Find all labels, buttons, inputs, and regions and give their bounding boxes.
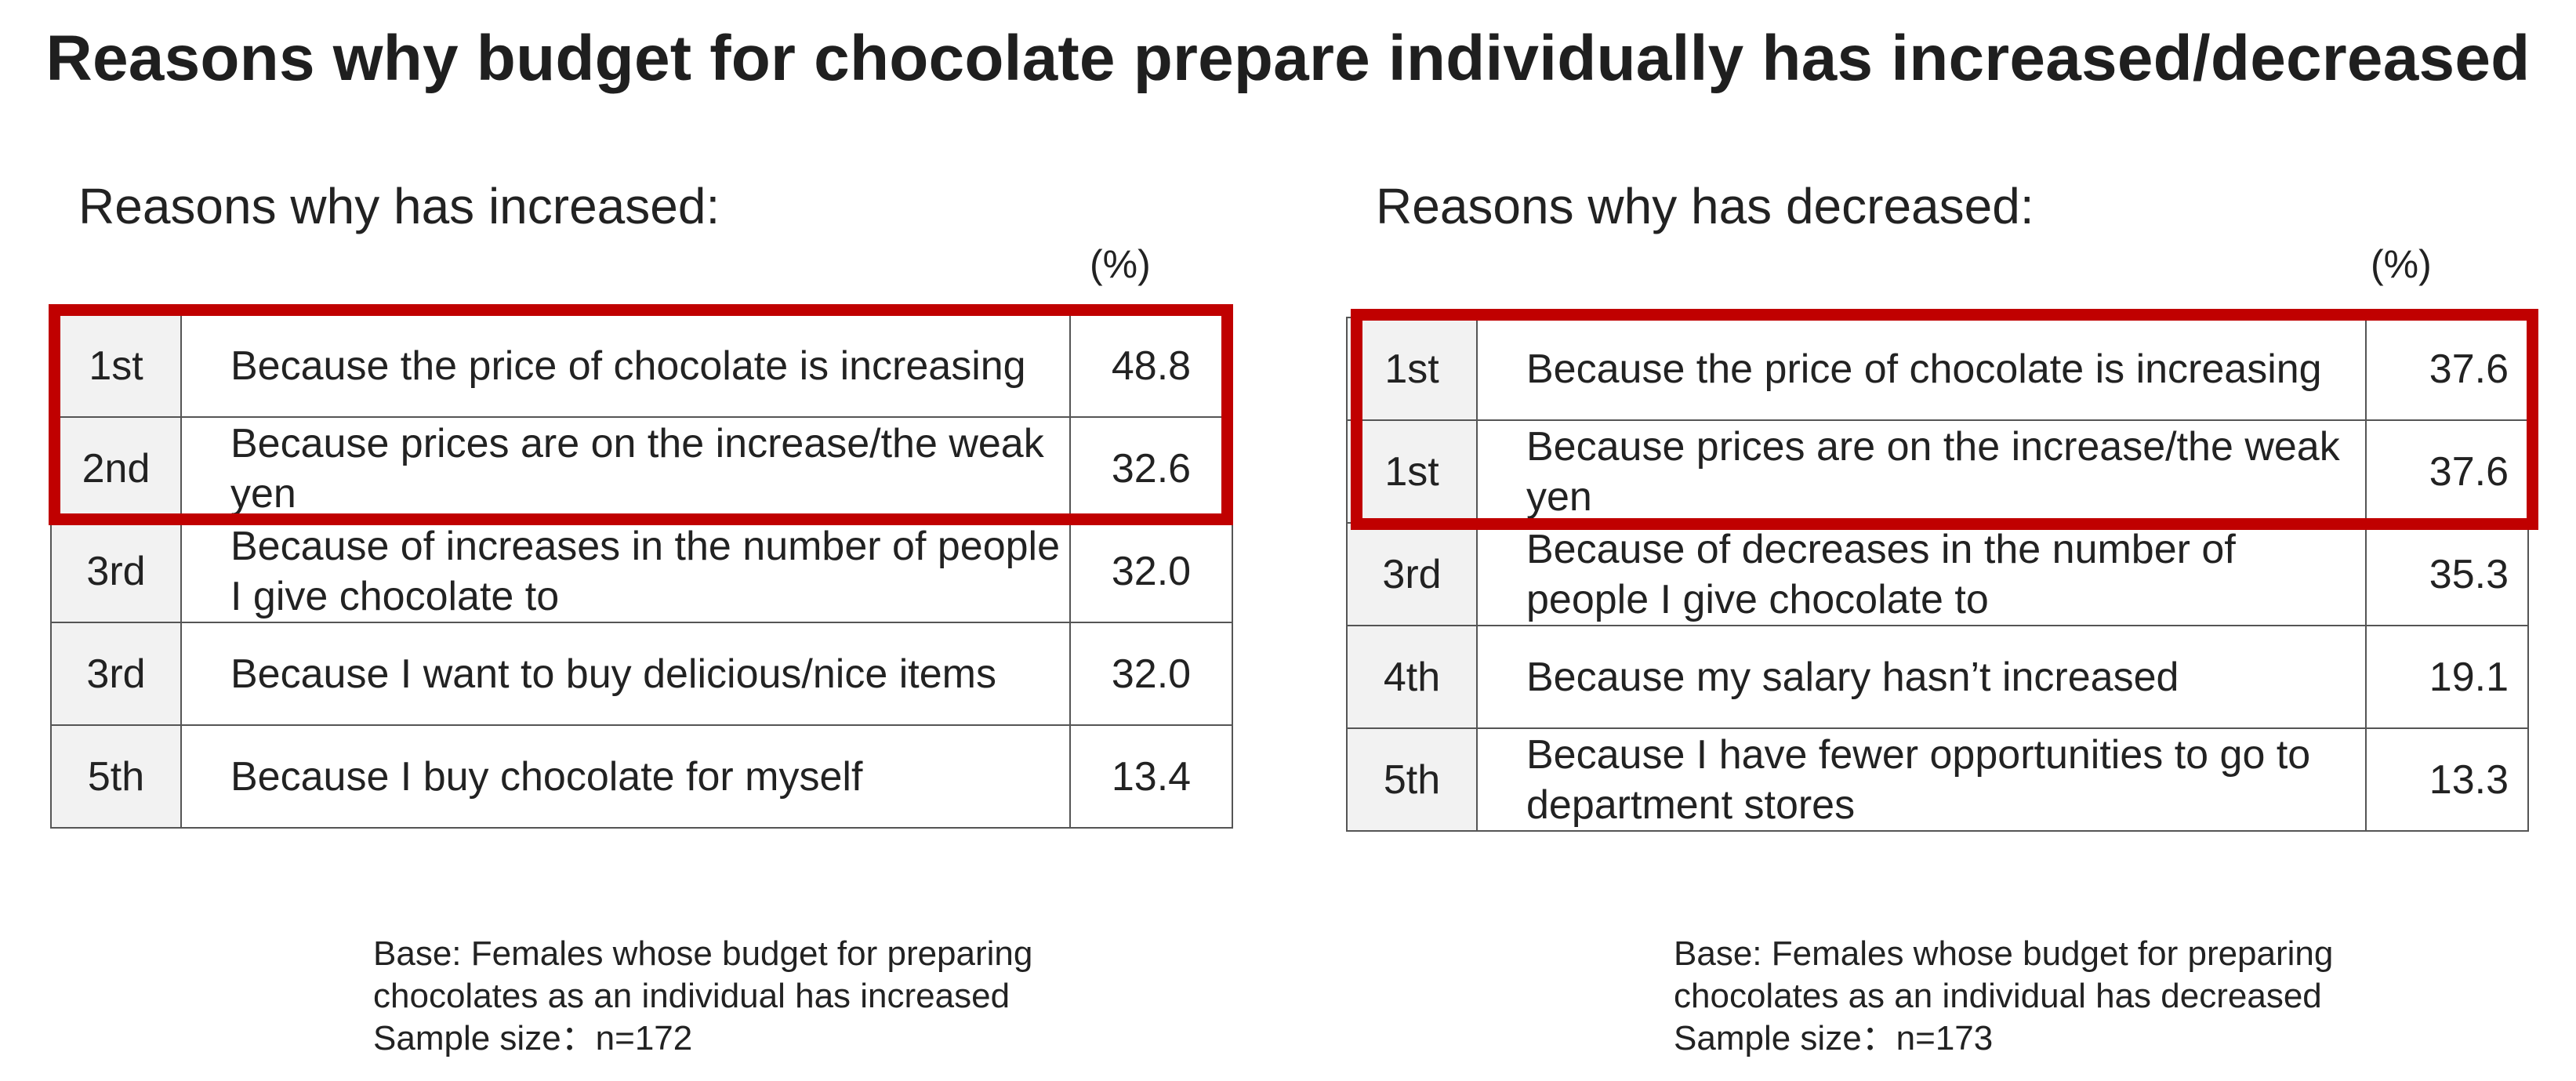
base-note-line: chocolates as an individual has increase…	[373, 977, 1010, 1015]
table-row: 5th Because I have fewer opportunities to…	[1346, 727, 2529, 832]
percent-value-cell: 19.1	[2365, 625, 2529, 729]
percent-value-cell: 48.8	[1069, 314, 1233, 418]
increased-section-title: Reasons why has increased:	[78, 178, 720, 234]
sample-size-line: Sample size：n=172	[373, 1019, 693, 1057]
increased-unit-label: (%)	[1090, 242, 1151, 286]
increased-reasons-table: 1st Because the price of chocolate is inc…	[50, 314, 1233, 829]
percent-value-cell: 13.4	[1069, 724, 1233, 829]
table-row: 5th Because I buy chocolate for myself 13.…	[50, 724, 1233, 829]
reason-cell: Because I buy chocolate for myself	[180, 724, 1071, 829]
table-row: 2nd Because prices are on the increase/th…	[50, 416, 1233, 521]
percent-value-cell: 32.0	[1069, 519, 1233, 623]
rank-cell: 4th	[1346, 625, 1478, 729]
base-note-line: Base: Females whose budget for preparing	[373, 934, 1033, 973]
decreased-panel: Reasons why has decreased: (%) 1st Becaus…	[1346, 0, 2539, 1081]
reason-cell: Because my salary hasn’t increased	[1476, 625, 2367, 729]
rank-cell: 3rd	[50, 622, 182, 726]
percent-value-cell: 32.6	[1069, 416, 1233, 521]
decreased-base-note: Base: Females whose budget for preparing…	[1674, 933, 2333, 1060]
rank-cell: 1st	[50, 314, 182, 418]
table-row: 3rd Because of increases in the number of…	[50, 519, 1233, 623]
reason-cell: Because prices are on the increase/the w…	[1476, 419, 2367, 524]
reason-cell: Because the price of chocolate is increa…	[1476, 317, 2367, 421]
table-row: 4th Because my salary hasn’t increased 19.…	[1346, 625, 2529, 729]
decreased-reasons-table: 1st Because the price of chocolate is inc…	[1346, 317, 2529, 832]
increased-base-note: Base: Females whose budget for preparing…	[373, 933, 1032, 1060]
table-row: 3rd Because I want to buy delicious/nice …	[50, 622, 1233, 726]
sample-size-line: Sample size：n=173	[1674, 1019, 1994, 1057]
rank-cell: 5th	[1346, 727, 1478, 832]
table-row: 3rd Because of decreases in the number of…	[1346, 522, 2529, 626]
decreased-unit-label: (%)	[2371, 242, 2432, 286]
rank-cell: 3rd	[1346, 522, 1478, 626]
percent-value-cell: 32.0	[1069, 622, 1233, 726]
rank-cell: 1st	[1346, 317, 1478, 421]
rank-cell: 2nd	[50, 416, 182, 521]
table-row: 1st Because prices are on the increase/th…	[1346, 419, 2529, 524]
percent-value-cell: 35.3	[2365, 522, 2529, 626]
page-title: Reasons why budget for chocolate prepare…	[45, 23, 2531, 94]
reason-cell: Because of decreases in the number of pe…	[1476, 522, 2367, 626]
reason-cell: Because prices are on the increase/the w…	[180, 416, 1071, 521]
rank-cell: 1st	[1346, 419, 1478, 524]
base-note-line: Base: Females whose budget for preparing	[1674, 934, 2334, 973]
reason-cell: Because the price of chocolate is increa…	[180, 314, 1071, 418]
increased-panel: Reasons why has increased: (%) 1st Becaus…	[49, 0, 1243, 1081]
table-row: 1st Because the price of chocolate is inc…	[50, 314, 1233, 418]
percent-value-cell: 37.6	[2365, 419, 2529, 524]
reason-cell: Because of increases in the number of pe…	[180, 519, 1071, 623]
reason-cell: Because I have fewer opportunities to go…	[1476, 727, 2367, 832]
rank-cell: 5th	[50, 724, 182, 829]
percent-value-cell: 37.6	[2365, 317, 2529, 421]
percent-value-cell: 13.3	[2365, 727, 2529, 832]
decreased-section-title: Reasons why has decreased:	[1376, 178, 2034, 234]
base-note-line: chocolates as an individual has decrease…	[1674, 977, 2322, 1015]
table-row: 1st Because the price of chocolate is inc…	[1346, 317, 2529, 421]
reason-cell: Because I want to buy delicious/nice ite…	[180, 622, 1071, 726]
rank-cell: 3rd	[50, 519, 182, 623]
